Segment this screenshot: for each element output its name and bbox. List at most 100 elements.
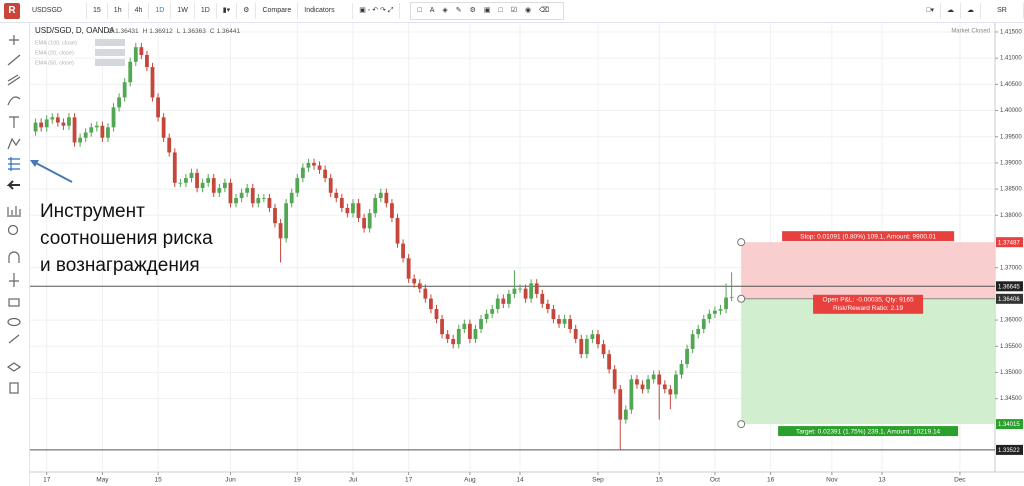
y-tick-label: 1.38000 — [1000, 213, 1022, 219]
ohlc-value: 1.36363 — [182, 28, 206, 35]
candle-body — [545, 303, 550, 310]
chart-style-button[interactable]: ▮▾ — [217, 3, 238, 19]
position-label-box — [778, 426, 959, 437]
candle-body — [629, 379, 634, 410]
x-tick-label: 17 — [405, 477, 413, 484]
layout-button[interactable]: □▾ — [920, 3, 941, 19]
candle-body — [462, 323, 467, 329]
candle-body — [83, 132, 88, 138]
candle-body — [718, 309, 723, 311]
candle-body — [557, 319, 561, 324]
candle-body — [289, 192, 294, 204]
visibility-tool[interactable] — [7, 317, 21, 327]
tools-button[interactable]: ▣ ◦ ↶ ↷ ⤢ — [353, 3, 401, 19]
candle-body — [707, 313, 712, 320]
tool-icons — [6, 35, 22, 394]
text-tool[interactable] — [9, 116, 19, 128]
x-tick-label: Jul — [349, 477, 358, 484]
lock-tool[interactable] — [8, 298, 20, 307]
candle-body — [506, 293, 511, 304]
candle-body — [690, 334, 695, 349]
indicator-legend: EMA (100, close) — [35, 40, 77, 46]
candle-body — [662, 384, 667, 390]
candle-body — [612, 369, 617, 390]
candle-body — [239, 192, 244, 199]
layers-tool[interactable] — [6, 362, 22, 372]
trend-line-tool[interactable] — [7, 54, 21, 66]
pitchfork-tool[interactable] — [7, 74, 21, 86]
candle-body — [367, 213, 372, 229]
trash-tool[interactable] — [9, 382, 19, 394]
x-tick-label: Oct — [710, 477, 720, 484]
interval-button[interactable]: 4h — [129, 3, 150, 19]
candle-body — [390, 203, 394, 218]
settings-button[interactable]: ⚙ — [237, 3, 257, 19]
logo[interactable]: R — [4, 3, 20, 19]
link-tool[interactable] — [8, 334, 20, 344]
candle-body — [211, 178, 216, 193]
candle-body — [133, 47, 138, 62]
drawing-toolbar[interactable]: □A◈✎⚙▣□☑◉⌫ — [410, 2, 565, 20]
candle-body — [373, 198, 378, 214]
back-tool[interactable] — [6, 180, 20, 190]
indicators-button[interactable]: Indicators — [298, 3, 354, 19]
risk-zone — [741, 242, 995, 299]
candle-body — [200, 182, 205, 189]
candle-body — [94, 125, 99, 128]
candle-body — [250, 188, 255, 204]
candle-body — [401, 243, 405, 259]
candle-body — [189, 172, 194, 179]
price-badge-label: 1.33522 — [998, 448, 1020, 454]
interval-button[interactable]: 1h — [108, 3, 129, 19]
candle-body — [562, 319, 567, 324]
candle-body — [323, 169, 328, 179]
interval-button[interactable]: 1W — [171, 3, 195, 19]
candle-body — [646, 379, 650, 390]
candle-body — [328, 178, 333, 193]
x-tick-label: Sep — [592, 477, 604, 484]
ohlc-key: L — [177, 28, 181, 35]
candle-body — [384, 192, 389, 204]
candle-body — [406, 258, 411, 279]
candle-body — [674, 374, 678, 395]
candle-body — [89, 127, 94, 133]
zoom-tool[interactable] — [7, 224, 19, 236]
brush-tool[interactable] — [7, 96, 21, 106]
candle-body — [640, 384, 645, 390]
interval-button[interactable]: 1D — [195, 3, 217, 19]
price-badge-label: 1.34015 — [998, 422, 1020, 428]
measure-tool[interactable] — [7, 206, 21, 217]
cloud-save-button[interactable]: ☁ — [961, 3, 981, 19]
pattern-tool[interactable] — [7, 137, 21, 150]
candle-body — [273, 207, 277, 224]
cursor-tool[interactable] — [9, 35, 19, 45]
x-tick-label: Aug — [464, 477, 476, 484]
candle-body — [178, 182, 183, 184]
symbol-button[interactable]: USDSGD — [26, 3, 87, 19]
y-tick-label: 1.35000 — [1000, 370, 1022, 376]
candle-body — [434, 309, 439, 320]
interval-button[interactable]: 15 — [87, 3, 108, 19]
indicator-buttons — [95, 49, 125, 56]
x-tick-label: 14 — [516, 477, 524, 484]
price-badge — [996, 237, 1023, 248]
price-badge — [996, 444, 1023, 455]
candle-body — [484, 313, 489, 320]
stay-drawing-tool[interactable] — [9, 273, 19, 287]
cloud-button[interactable]: ☁ — [941, 3, 961, 19]
magnet-tool[interactable] — [8, 251, 20, 263]
y-tick-label: 1.40000 — [1000, 108, 1022, 114]
user-button[interactable]: SR — [981, 3, 1024, 19]
chart-title: USD/SGD, D, OANDA — [35, 26, 115, 35]
prediction-tool[interactable] — [8, 157, 20, 171]
candle-body — [429, 298, 433, 310]
x-tick-label: May — [96, 477, 109, 484]
compare-button[interactable]: Compare — [256, 3, 299, 19]
candle-body — [300, 167, 305, 179]
interval-button[interactable]: 1D — [149, 3, 172, 19]
candle-body — [540, 293, 545, 304]
y-tick-label: 1.39500 — [1000, 134, 1022, 140]
y-tick-label: 1.41500 — [1000, 30, 1022, 36]
x-tick-label: 15 — [154, 477, 162, 484]
